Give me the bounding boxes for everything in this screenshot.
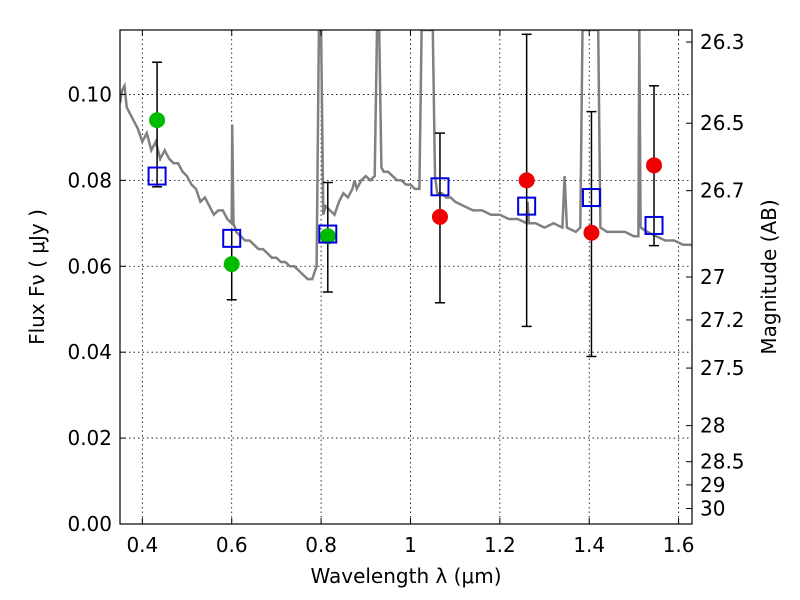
model-flux-square bbox=[581, 188, 601, 208]
y-axis-label: Flux Fν ( μJy ) bbox=[25, 209, 49, 345]
y-tick-label: 0.02 bbox=[67, 426, 112, 450]
plot-clipped bbox=[120, 30, 692, 358]
right-tick-label: 26.3 bbox=[700, 30, 745, 54]
flux-point bbox=[319, 228, 336, 245]
right-tick-label: 27.5 bbox=[700, 356, 745, 380]
right-tick-label: 26.5 bbox=[700, 111, 745, 135]
grid-lines bbox=[120, 30, 692, 525]
right-tick-label: 26.7 bbox=[700, 179, 745, 203]
model-flux-square bbox=[222, 228, 242, 248]
y-tick-label: 0.08 bbox=[67, 168, 112, 192]
flux-point bbox=[583, 224, 600, 241]
axis-ticks: 0.4 0.6 0.8 1 1.2 1.4 1.6 0.00 0.02 0.04 0.06 0.08 0… bbox=[67, 30, 745, 557]
right-tick-label: 27 bbox=[700, 265, 725, 289]
y-tick-label: 0.04 bbox=[67, 340, 112, 364]
x-axis-label: Wavelength λ (μm) bbox=[310, 564, 501, 588]
right-tick-label: 30 bbox=[700, 497, 725, 521]
flux-point bbox=[646, 157, 663, 174]
flux-point bbox=[431, 208, 448, 225]
x-tick-label: 1.6 bbox=[663, 533, 695, 557]
x-tick-label: 1.4 bbox=[573, 533, 605, 557]
flux-point bbox=[149, 112, 166, 129]
x-tick-label: 0.8 bbox=[305, 533, 337, 557]
plot-area bbox=[120, 30, 692, 358]
model-flux-square bbox=[517, 196, 537, 216]
model-flux-square bbox=[430, 177, 450, 197]
right-tick-label: 29 bbox=[700, 473, 725, 497]
right-axis-label: Magnitude (AB) bbox=[757, 199, 781, 354]
sed-model-line bbox=[120, 30, 692, 281]
model-flux-square bbox=[644, 215, 664, 235]
y-tick-label: 0.00 bbox=[67, 512, 112, 536]
model-flux-square bbox=[147, 166, 167, 186]
flux-point bbox=[223, 256, 240, 273]
plot-frame bbox=[119, 29, 693, 525]
right-tick-label: 28 bbox=[700, 414, 725, 438]
right-tick-label: 28.5 bbox=[700, 450, 745, 474]
model-flux-square bbox=[318, 224, 338, 244]
x-tick-label: 0.6 bbox=[216, 533, 248, 557]
x-tick-label: 1.2 bbox=[484, 533, 516, 557]
x-tick-label: 1 bbox=[404, 533, 417, 557]
x-tick-label: 0.4 bbox=[126, 533, 158, 557]
y-tick-label: 0.06 bbox=[67, 254, 112, 278]
y-tick-label: 0.10 bbox=[67, 82, 112, 106]
flux-point bbox=[518, 172, 535, 189]
right-tick-label: 27.2 bbox=[700, 308, 745, 332]
